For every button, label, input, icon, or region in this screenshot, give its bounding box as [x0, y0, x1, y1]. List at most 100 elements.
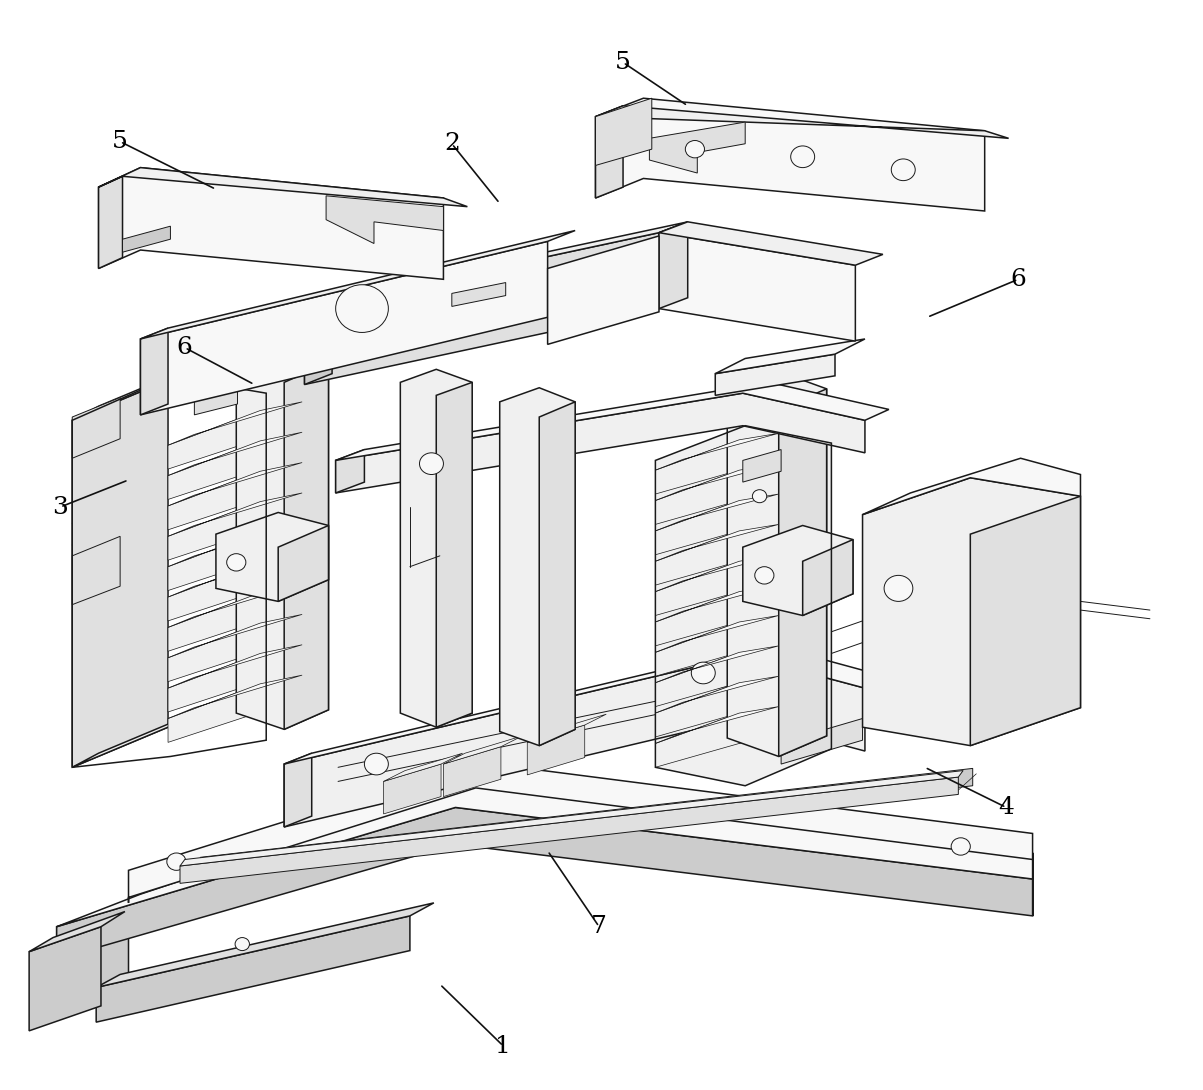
Polygon shape	[168, 675, 302, 718]
Text: 3: 3	[52, 496, 69, 519]
Polygon shape	[595, 106, 1008, 138]
Polygon shape	[168, 645, 302, 688]
Polygon shape	[168, 523, 302, 567]
Polygon shape	[123, 226, 171, 252]
Circle shape	[752, 489, 766, 502]
Text: 4: 4	[998, 796, 1014, 819]
Polygon shape	[168, 683, 260, 742]
Polygon shape	[656, 592, 739, 646]
Circle shape	[891, 159, 915, 181]
Polygon shape	[971, 496, 1080, 746]
Text: 1: 1	[496, 1034, 511, 1057]
Polygon shape	[284, 363, 328, 729]
Polygon shape	[260, 523, 304, 560]
Polygon shape	[659, 232, 855, 341]
Polygon shape	[304, 232, 659, 385]
Polygon shape	[656, 555, 778, 592]
Polygon shape	[659, 222, 688, 308]
Polygon shape	[57, 935, 129, 1020]
Polygon shape	[260, 554, 304, 591]
Polygon shape	[656, 531, 739, 585]
Circle shape	[365, 753, 389, 775]
Polygon shape	[656, 434, 778, 470]
Polygon shape	[595, 98, 985, 211]
Polygon shape	[168, 462, 302, 506]
Polygon shape	[802, 540, 853, 616]
Polygon shape	[384, 753, 463, 782]
Polygon shape	[72, 366, 195, 421]
Polygon shape	[141, 241, 547, 415]
Polygon shape	[168, 433, 302, 475]
Polygon shape	[401, 370, 472, 727]
Polygon shape	[260, 645, 304, 681]
Polygon shape	[99, 177, 123, 268]
Text: 6: 6	[177, 336, 192, 359]
Polygon shape	[260, 462, 304, 499]
Polygon shape	[168, 402, 302, 445]
Polygon shape	[224, 330, 338, 372]
Polygon shape	[656, 494, 778, 531]
Polygon shape	[284, 645, 889, 764]
Polygon shape	[656, 713, 739, 767]
Polygon shape	[336, 383, 889, 460]
Polygon shape	[659, 222, 883, 265]
Polygon shape	[742, 525, 853, 616]
Text: 5: 5	[112, 130, 128, 153]
Polygon shape	[195, 383, 237, 415]
Polygon shape	[168, 615, 302, 657]
Circle shape	[420, 452, 444, 474]
Polygon shape	[72, 713, 195, 767]
Circle shape	[336, 284, 389, 332]
Polygon shape	[180, 771, 964, 865]
Polygon shape	[527, 714, 606, 742]
Polygon shape	[656, 439, 739, 494]
Circle shape	[790, 146, 814, 168]
Circle shape	[235, 937, 249, 950]
Circle shape	[884, 576, 913, 602]
Polygon shape	[72, 398, 120, 458]
Polygon shape	[656, 616, 778, 652]
Polygon shape	[260, 402, 304, 438]
Polygon shape	[739, 524, 781, 561]
Polygon shape	[72, 380, 168, 767]
Polygon shape	[739, 646, 781, 682]
Polygon shape	[650, 122, 745, 173]
Polygon shape	[29, 926, 101, 1031]
Polygon shape	[452, 282, 505, 306]
Polygon shape	[739, 494, 781, 531]
Polygon shape	[168, 623, 260, 681]
Polygon shape	[437, 383, 472, 727]
Polygon shape	[57, 903, 129, 959]
Polygon shape	[739, 463, 781, 500]
Polygon shape	[739, 434, 781, 470]
Polygon shape	[656, 470, 739, 524]
Polygon shape	[168, 532, 260, 591]
Polygon shape	[57, 808, 1032, 959]
Text: 2: 2	[444, 132, 460, 155]
Polygon shape	[656, 682, 739, 737]
Polygon shape	[236, 348, 328, 729]
Polygon shape	[168, 554, 302, 597]
Polygon shape	[304, 298, 332, 385]
Polygon shape	[336, 393, 865, 493]
Polygon shape	[96, 903, 434, 988]
Polygon shape	[215, 512, 328, 602]
Polygon shape	[656, 652, 739, 706]
Polygon shape	[499, 388, 575, 746]
Text: 5: 5	[615, 51, 632, 74]
Polygon shape	[260, 433, 304, 469]
Polygon shape	[57, 782, 1032, 926]
Polygon shape	[284, 655, 865, 827]
Polygon shape	[444, 747, 500, 797]
Text: 7: 7	[591, 916, 608, 938]
Polygon shape	[742, 449, 781, 482]
Polygon shape	[656, 676, 778, 713]
Polygon shape	[527, 725, 585, 775]
Polygon shape	[284, 753, 312, 827]
Polygon shape	[656, 524, 778, 561]
Polygon shape	[201, 768, 973, 874]
Polygon shape	[168, 653, 260, 712]
Text: 6: 6	[1011, 268, 1026, 291]
Polygon shape	[141, 230, 575, 339]
Polygon shape	[781, 718, 863, 764]
